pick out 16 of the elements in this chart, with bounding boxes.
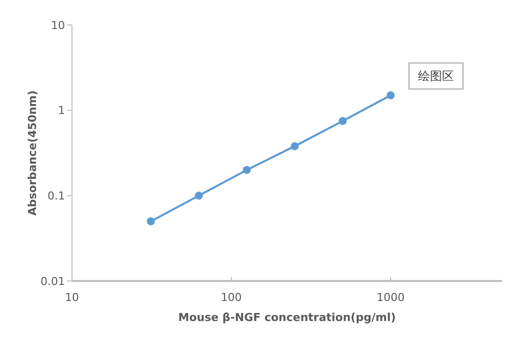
- x-axis-title: Mouse β-NGF concentration(pg/ml): [178, 311, 396, 324]
- point: [290, 142, 299, 150]
- x-tick-label: 1000: [376, 291, 405, 304]
- point: [386, 91, 395, 100]
- y-tick-label: 10: [51, 18, 65, 32]
- y-tick-label: 1: [58, 104, 65, 118]
- point: [194, 192, 203, 200]
- point: [338, 116, 347, 125]
- y-tick-label: 0.01: [40, 274, 65, 288]
- y-axis-title: Absorbance(450nm): [26, 90, 39, 216]
- y-tick-label: 0.1: [48, 190, 65, 203]
- point: [146, 217, 155, 226]
- annotation: 绘图区: [418, 69, 454, 84]
- x-tick-label: 10: [65, 291, 79, 304]
- point: [242, 166, 251, 174]
- x-tick-label: 100: [220, 291, 242, 304]
